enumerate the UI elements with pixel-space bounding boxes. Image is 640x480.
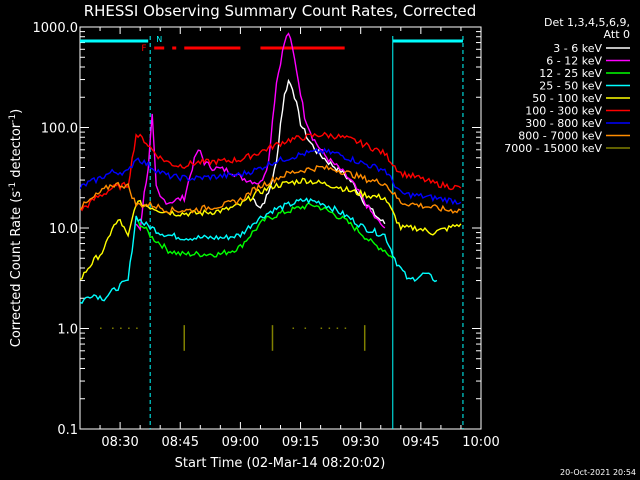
y-label-mid: detector — [9, 122, 24, 182]
series-line-3 — [80, 197, 438, 304]
x-tick-label: 09:15 — [282, 435, 319, 450]
legend-label: 800 - 7000 keV — [518, 130, 602, 143]
y-label-main: Corrected Count Rate (s — [9, 191, 24, 348]
x-tick-label: 08:45 — [162, 435, 199, 450]
series-point-7000-15000 — [304, 327, 307, 329]
series-point-7000-15000 — [128, 327, 130, 329]
legend-label: 12 - 25 keV — [539, 67, 602, 80]
series-line-0 — [251, 78, 386, 225]
series-line-4 — [80, 177, 462, 281]
series-line-6 — [80, 147, 462, 206]
legend-label: 7000 - 15000 keV — [504, 142, 602, 155]
x-tick-label: 09:00 — [222, 435, 259, 450]
y-tick-label: 1.0 — [57, 323, 78, 338]
flag-f-label: F — [141, 44, 146, 54]
x-tick-label: 08:30 — [101, 435, 138, 450]
x-axis-label: Start Time (02-Mar-14 08:20:02) — [175, 456, 386, 471]
x-tick-label: 09:45 — [402, 435, 439, 450]
series-point-7000-15000 — [136, 327, 138, 329]
y-axis-label: Corrected Count Rate (s-1 detector-1) — [8, 109, 24, 347]
footer-date: 20-Oct-2021 20:54 — [560, 468, 636, 477]
series-line-2 — [135, 201, 394, 259]
x-axis: 08:30 08:45 09:00 09:15 09:30 09:45 10:00 — [79, 27, 500, 450]
flag-n-label: N — [156, 35, 162, 44]
series-point-7000-15000 — [320, 327, 323, 329]
chart-title: RHESSI Observing Summary Count Rates, Co… — [84, 2, 477, 20]
series-line-1 — [135, 32, 386, 232]
series-point-7000-15000 — [112, 327, 114, 329]
y-tick-label: 1000.0 — [33, 21, 79, 36]
legend-header-2: Att 0 — [604, 28, 630, 41]
series-point-7000-15000 — [100, 327, 102, 329]
y-tick-label: 100.0 — [41, 122, 78, 137]
y-label-exp2: -1 — [8, 114, 18, 123]
series-point-7000-15000 — [292, 327, 295, 329]
series-point-7000-15000 — [336, 327, 339, 329]
series-line-5 — [80, 131, 462, 212]
y-tick-label: 0.1 — [57, 423, 78, 438]
legend-label: 6 - 12 keV — [546, 55, 602, 68]
observation-flags: NF — [80, 35, 464, 429]
legend-header-1: Det 1,3,4,5,6,9, — [544, 16, 630, 29]
y-axis: 0.1 1.0 10.0 100.0 1000.0 — [33, 21, 481, 438]
x-tick-label: 10:00 — [462, 435, 499, 450]
legend-label: 50 - 100 keV — [532, 92, 602, 105]
series-point-7000-15000 — [120, 327, 122, 329]
series-point-7000-15000 — [328, 327, 331, 329]
legend-label: 25 - 50 keV — [539, 80, 602, 93]
legend-label: 100 - 300 keV — [525, 105, 602, 118]
y-label-exp1: -1 — [8, 182, 18, 191]
series-line-7 — [80, 164, 462, 214]
legend-label: 300 - 800 keV — [525, 117, 602, 130]
x-tick-label: 09:30 — [342, 435, 379, 450]
series-group — [80, 32, 462, 351]
y-tick-label: 10.0 — [49, 222, 78, 237]
series-point-7000-15000 — [344, 327, 347, 329]
y-label-end: ) — [9, 109, 24, 114]
legend-label: 3 - 6 keV — [553, 42, 602, 55]
